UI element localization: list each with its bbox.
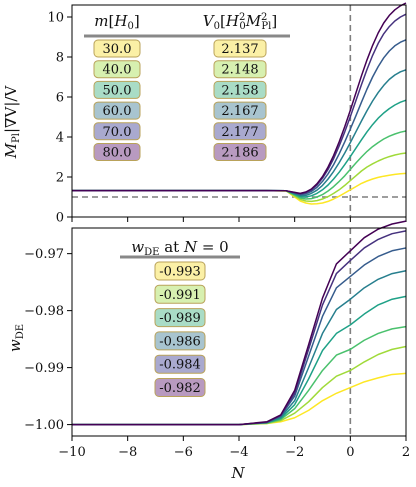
top-y-tick-label: 10 [47, 11, 64, 26]
top-y-tick-label: 6 [56, 91, 64, 106]
top-table-cell-text: 60.0 [103, 104, 132, 119]
bottom-table-cell-text: -0.991 [159, 288, 201, 303]
bottom-table-cell-text: -0.993 [159, 265, 201, 280]
top-table-cell-text: 2.137 [221, 42, 258, 57]
top-y-tick-label: 4 [56, 131, 64, 146]
bottom-series-line-1 [72, 372, 407, 426]
top-series-line-8 [72, 2, 407, 195]
bottom-table-cell [154, 261, 206, 281]
bottom-x-tick-label: −10 [58, 445, 85, 460]
top-y-axis-label: MPl|∇V|/V [2, 85, 22, 160]
bottom-table-cell-text: -0.989 [159, 311, 201, 326]
top-table-cell [213, 101, 267, 120]
bottom-table-cell-text: -0.982 [159, 381, 201, 396]
top-table-cell-text: 2.158 [221, 83, 258, 98]
top-series-line-2 [72, 152, 407, 203]
top-table-cell [93, 143, 141, 161]
bottom-panel: −1.00 −0.99 −0.98 −0.97 −10 −8 −6 −4 −2 0 2 -0.993 -… [24, 220, 410, 460]
bottom-x-tick-label: −6 [174, 445, 193, 460]
x-axis-label: N [230, 464, 245, 482]
top-table-cell-text: 50.0 [103, 83, 132, 98]
top-y-tick-label: 2 [56, 171, 64, 186]
bottom-y-tick-label: −1.00 [24, 418, 64, 433]
bottom-x-tick-label: −4 [229, 445, 248, 460]
top-table-cell [213, 80, 267, 99]
bottom-y-axis-label: wDE [6, 324, 26, 352]
bottom-series-line-8 [72, 220, 407, 426]
top-table-cell [93, 80, 141, 99]
bottom-plot-frame [71, 227, 407, 437]
top-table-cell [213, 143, 267, 161]
top-table-cell-text: 70.0 [103, 125, 132, 140]
top-series-line-1 [72, 172, 407, 205]
top-table-cell-text: 2.177 [221, 125, 258, 140]
top-table-cell [213, 39, 267, 58]
top-y-tick-label: 0 [56, 211, 64, 226]
top-table-cell-text: 30.0 [103, 42, 132, 57]
table-header-wde: wDE at N = 0 [131, 238, 228, 258]
top-table-cell-text: 2.167 [221, 104, 258, 119]
bottom-x-tick-label: 2 [402, 445, 410, 460]
top-panel: 0 2 4 6 8 10 30.0 2.137 40.0 2.148 50.0 2.158 60.0 2.… [47, 2, 407, 226]
bottom-series-line-5 [72, 270, 407, 426]
top-table-cell [93, 60, 141, 79]
top-y-tick-label: 8 [56, 51, 64, 66]
top-table-cell-text: 80.0 [103, 146, 132, 161]
top-table-cell [93, 101, 141, 120]
bottom-x-tick-label: −2 [285, 445, 304, 460]
bottom-table-cell [154, 308, 206, 328]
top-series-line-3 [72, 130, 407, 200]
table-header-potential: V0[H2 0M2 Pl] [203, 12, 277, 32]
bottom-table-cell [154, 331, 206, 351]
bottom-table-cell [154, 284, 206, 304]
bottom-y-tick-label: −0.99 [24, 361, 64, 376]
top-table-cell-text: 2.186 [221, 146, 258, 161]
bottom-table-cell-text: -0.984 [159, 358, 201, 373]
bottom-table-cell [154, 354, 206, 374]
bottom-table-cell-text: -0.986 [159, 334, 201, 349]
top-table-cell-text: 40.0 [103, 63, 132, 78]
bottom-y-tick-label: −0.98 [24, 304, 64, 319]
bottom-series-line-4 [72, 295, 407, 426]
top-table-cell [93, 122, 141, 141]
table-header-mass: m[H0] [94, 12, 139, 32]
bottom-y-tick-label: −0.97 [24, 247, 64, 262]
bottom-series-line-6 [72, 247, 407, 426]
top-series-line-4 [72, 99, 407, 198]
bottom-table-cell [154, 378, 206, 397]
top-table-cell [93, 39, 141, 58]
bottom-series-line-7 [72, 230, 407, 426]
bottom-series-line-3 [72, 325, 407, 426]
bottom-x-tick-label: −8 [118, 445, 137, 460]
top-table-cell [213, 122, 267, 141]
top-table-cell [213, 60, 267, 79]
top-table-cell-text: 2.148 [221, 63, 258, 78]
bottom-x-tick-label: 0 [346, 445, 354, 460]
